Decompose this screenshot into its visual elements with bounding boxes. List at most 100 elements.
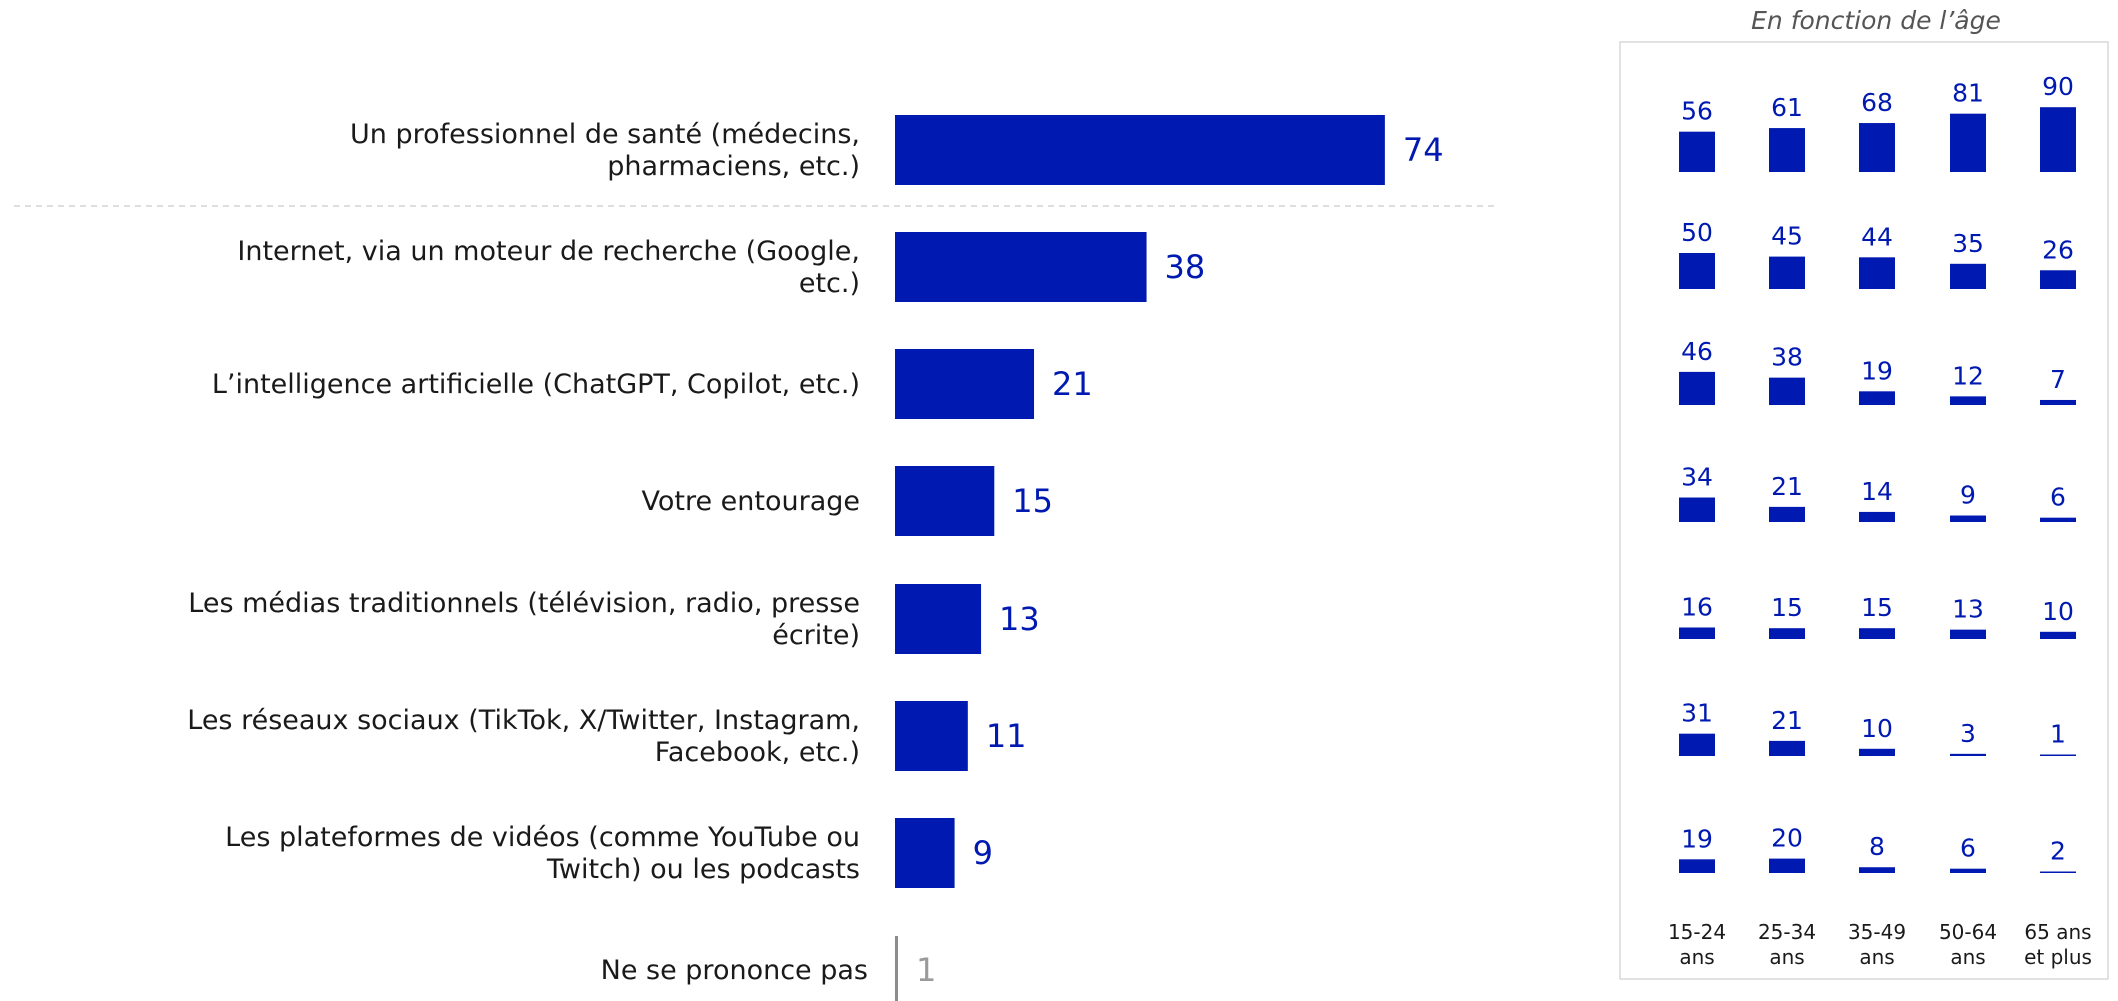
- age-group-label: 15-24: [1668, 920, 1726, 944]
- category-label: écrite): [772, 620, 860, 651]
- bar-value-label: 15: [1012, 482, 1053, 520]
- bar-value-label: 74: [1403, 131, 1444, 169]
- age-group-label: et plus: [2024, 945, 2092, 969]
- age-bar: [2040, 871, 2076, 873]
- age-group-label: 50-64: [1939, 920, 1997, 944]
- age-bar: [1769, 377, 1805, 405]
- age-bar-value: 81: [1952, 79, 1984, 108]
- category-label: Facebook, etc.): [655, 737, 860, 768]
- age-bar-value: 61: [1771, 93, 1803, 122]
- age-bar-value: 6: [1960, 834, 1976, 863]
- age-bar-value: 35: [1952, 229, 1984, 258]
- age-bar: [1769, 858, 1805, 873]
- age-bar-value: 21: [1771, 472, 1803, 501]
- bar: [895, 349, 1035, 419]
- age-bar-value: 15: [1861, 593, 1893, 622]
- age-bar-value: 16: [1681, 592, 1713, 621]
- category-label: Twitch) ou les podcasts: [546, 854, 860, 885]
- category-label: etc.): [799, 268, 860, 299]
- age-bar: [2040, 517, 2076, 522]
- age-bar-value: 19: [1681, 824, 1713, 853]
- age-bar-value: 6: [2050, 483, 2066, 512]
- age-group-label: 35-49: [1848, 920, 1906, 944]
- age-bar: [1679, 497, 1715, 522]
- age-bar: [1769, 628, 1805, 639]
- age-panel-frame: [1619, 41, 2109, 980]
- age-bar-value: 12: [1952, 361, 1984, 390]
- bar-value-label: 38: [1165, 248, 1206, 286]
- age-bar: [1679, 131, 1715, 172]
- age-bar-value: 50: [1681, 218, 1713, 247]
- age-bar: [1769, 128, 1805, 172]
- age-bar: [2040, 399, 2076, 405]
- age-bar: [1950, 263, 1986, 289]
- age-bar-value: 14: [1861, 477, 1893, 506]
- age-bar-value: 1: [2050, 720, 2066, 749]
- age-bar-value: 21: [1771, 706, 1803, 735]
- category-label: Ne se prononce pas: [601, 955, 868, 986]
- age-bar-value: 68: [1861, 88, 1893, 117]
- age-bar-value: 8: [1869, 832, 1885, 861]
- category-label: pharmaciens, etc.): [607, 151, 860, 182]
- age-bar: [1950, 629, 1986, 639]
- category-label: Les réseaux sociaux (TikTok, X/Twitter, …: [187, 705, 860, 736]
- age-bar-value: 46: [1681, 337, 1713, 366]
- age-group-label: 65 ans: [2024, 920, 2091, 944]
- age-bar: [1859, 867, 1895, 873]
- age-bar-value: 10: [2042, 597, 2074, 626]
- age-bar: [1679, 371, 1715, 405]
- age-bar: [1679, 859, 1715, 873]
- age-bar-value: 45: [1771, 222, 1803, 251]
- age-bar-value: 10: [1861, 714, 1893, 743]
- bar-value-label: 13: [999, 600, 1040, 638]
- age-bar: [1950, 396, 1986, 405]
- age-bar-value: 26: [2042, 235, 2074, 264]
- bar-value-label: 21: [1052, 365, 1093, 403]
- age-bar: [1679, 627, 1715, 639]
- age-group-label: ans: [1950, 945, 1985, 969]
- age-bar: [1859, 391, 1895, 405]
- age-bar: [1950, 113, 1986, 172]
- age-panel-title: En fonction de l’âge: [1751, 6, 2001, 35]
- age-bar-value: 44: [1861, 222, 1893, 251]
- bar: [895, 466, 995, 536]
- age-bar: [1859, 123, 1895, 172]
- age-group-label: ans: [1859, 945, 1894, 969]
- age-bar: [1679, 253, 1715, 289]
- bar: [895, 115, 1385, 185]
- age-bar-value: 31: [1681, 699, 1713, 728]
- age-bar: [1679, 733, 1715, 756]
- age-bar: [1769, 256, 1805, 289]
- age-bar-value: 90: [2042, 72, 2074, 101]
- age-bar: [1859, 257, 1895, 289]
- bar-value-label: 11: [986, 717, 1027, 755]
- category-label: L’intelligence artificielle (ChatGPT, Co…: [212, 369, 860, 400]
- bar: [895, 232, 1147, 302]
- bar: [895, 701, 968, 771]
- age-bar-value: 38: [1771, 343, 1803, 372]
- main-bar-chart: 74 Un professionnel de santé (médecins,ph…: [14, 115, 1495, 1001]
- bar: [895, 936, 898, 1001]
- age-bar-value: 3: [1960, 719, 1976, 748]
- age-bar: [1769, 506, 1805, 522]
- age-bar: [2040, 270, 2076, 289]
- age-bar: [1950, 515, 1986, 522]
- age-bar-value: 56: [1681, 97, 1713, 126]
- age-bar-value: 2: [2050, 837, 2066, 866]
- age-bar: [1769, 740, 1805, 756]
- category-label: Votre entourage: [641, 486, 860, 517]
- age-bar: [1859, 511, 1895, 522]
- age-bar: [2040, 754, 2076, 756]
- age-bar: [2040, 631, 2076, 639]
- age-bar-value: 34: [1681, 463, 1713, 492]
- age-bar: [1859, 628, 1895, 639]
- bar: [895, 818, 955, 888]
- age-bar: [1950, 868, 1986, 873]
- age-bar-value: 19: [1861, 356, 1893, 385]
- age-bar: [1950, 753, 1986, 756]
- category-label: Les médias traditionnels (télévision, ra…: [188, 588, 860, 619]
- age-bar-value: 15: [1771, 593, 1803, 622]
- bar-value-label: 1: [916, 951, 936, 989]
- age-bar-value: 7: [2050, 365, 2066, 394]
